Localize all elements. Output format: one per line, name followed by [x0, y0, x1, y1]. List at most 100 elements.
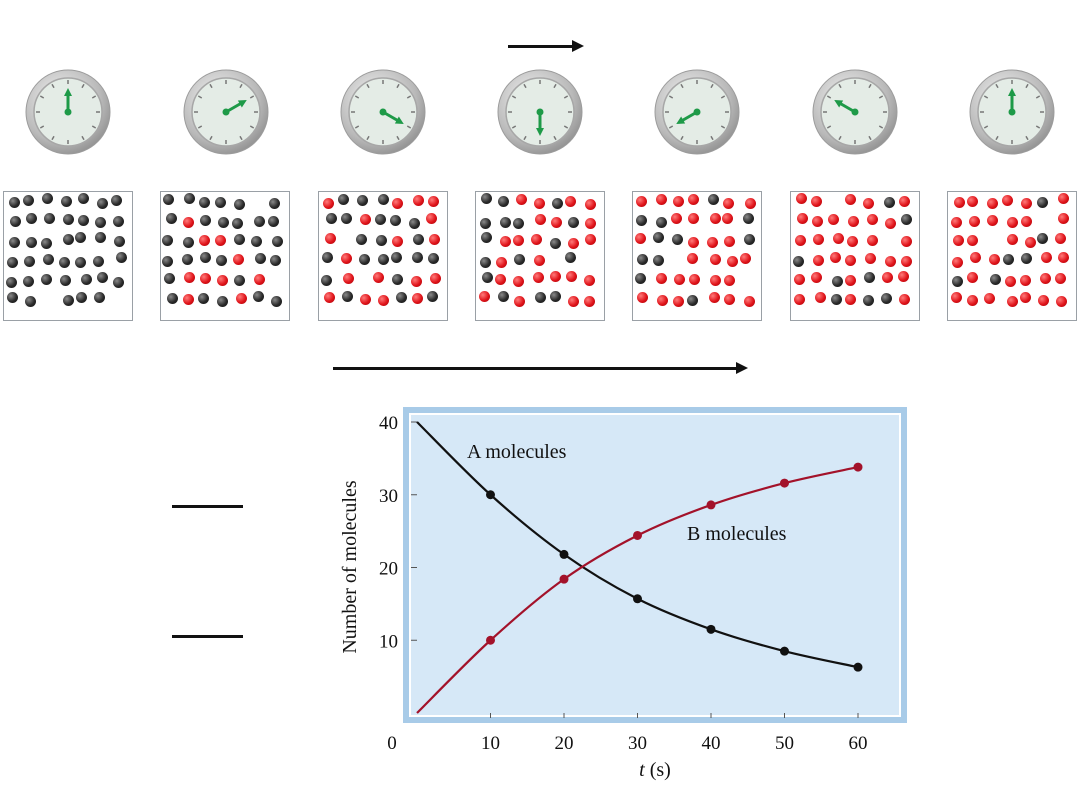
molecule-a	[426, 291, 438, 303]
molecule-a	[113, 235, 125, 247]
time-arrow-top	[508, 45, 574, 48]
molecule-a	[412, 233, 424, 245]
molecule-b	[727, 256, 739, 268]
molecule-b	[495, 256, 507, 268]
molecule-a	[481, 272, 493, 284]
left-dash-upper	[172, 505, 243, 508]
molecule-b	[391, 235, 403, 247]
x-tick-label: 10	[481, 733, 500, 754]
molecule-b	[182, 216, 194, 228]
molecule-b	[688, 236, 700, 248]
molecule-a	[743, 212, 755, 224]
molecule-b	[986, 197, 998, 209]
molecule-a	[199, 252, 211, 264]
molecule-a	[686, 295, 698, 307]
molecule-a	[63, 294, 75, 306]
molecule-b	[635, 196, 647, 208]
molecule-a	[111, 194, 123, 206]
molecule-b	[512, 275, 524, 287]
molecule-a	[497, 195, 509, 207]
clock-icon	[969, 69, 1055, 155]
data-point-a	[486, 490, 495, 500]
molecule-b	[565, 195, 577, 207]
molecule-b	[721, 212, 733, 224]
data-point-a	[780, 646, 789, 656]
molecule-b	[984, 292, 996, 304]
molecule-a	[271, 236, 283, 248]
molecule-a	[636, 215, 648, 227]
plot-area	[409, 413, 901, 717]
molecule-a	[653, 254, 665, 266]
molecule-b	[531, 233, 543, 245]
molecule-b	[1024, 236, 1036, 248]
molecule-b	[724, 274, 735, 286]
molecule-a	[952, 275, 964, 287]
clock-icon	[654, 69, 740, 155]
clock-icon	[497, 69, 583, 155]
molecule-b	[952, 256, 964, 268]
molecule-b	[708, 291, 720, 303]
molecule-b	[429, 233, 441, 245]
molecule-b	[709, 213, 721, 225]
molecule-b	[901, 236, 913, 248]
molecule-b	[1055, 233, 1067, 245]
x-axis-unit: (s)	[645, 759, 671, 781]
molecule-b	[884, 218, 896, 230]
molecule-a	[41, 273, 53, 285]
molecule-b	[899, 195, 911, 207]
molecule-b	[550, 217, 562, 229]
molecule-b	[1007, 295, 1019, 307]
molecule-b	[1057, 213, 1069, 225]
molecule-a	[40, 237, 52, 249]
molecule-a	[655, 216, 667, 228]
y-tick-label: 40	[379, 413, 398, 434]
molecule-a	[181, 253, 193, 265]
molecule-b	[325, 233, 337, 245]
molecule-b	[428, 195, 440, 207]
molecule-b	[953, 235, 964, 247]
molecule-b	[1057, 252, 1069, 264]
data-point-b	[706, 500, 716, 510]
molecule-a	[22, 276, 34, 288]
molecule-b	[898, 294, 910, 306]
molecule-box	[632, 191, 762, 321]
molecule-b	[1054, 272, 1066, 284]
molecule-a	[269, 254, 281, 266]
molecule-a	[408, 217, 420, 229]
molecule-a	[793, 255, 805, 267]
data-point-b	[486, 635, 495, 645]
molecule-a	[1036, 233, 1048, 245]
molecule-a	[534, 292, 546, 304]
molecule-b	[812, 255, 824, 267]
molecule-b	[583, 274, 595, 286]
molecule-a	[232, 218, 244, 230]
molecule-a	[23, 256, 35, 268]
molecule-a	[59, 275, 71, 287]
time-arrow-bottom	[333, 367, 737, 370]
molecule-b	[670, 213, 682, 225]
molecule-a	[255, 253, 267, 265]
molecule-a	[9, 196, 20, 208]
time-arrow-top-head	[572, 40, 584, 52]
x-tick-label: 40	[702, 733, 721, 754]
molecule-a	[22, 194, 34, 206]
molecule-a	[512, 218, 524, 229]
series-layer	[416, 421, 863, 714]
molecule-b	[1040, 272, 1051, 284]
clock-icon	[183, 69, 269, 155]
molecule-b	[378, 294, 390, 306]
molecule-b	[324, 292, 336, 304]
molecule-b	[535, 213, 547, 225]
molecule-b	[795, 193, 807, 205]
molecule-b	[688, 213, 700, 225]
molecule-b	[359, 293, 371, 305]
molecule-a	[167, 292, 179, 304]
molecule-b	[1006, 233, 1018, 245]
molecule-b	[568, 296, 579, 308]
data-point-a	[559, 549, 569, 559]
molecule-a	[162, 193, 174, 205]
molecule-b	[533, 255, 545, 267]
molecule-a	[115, 252, 127, 264]
molecule-b	[412, 194, 424, 206]
